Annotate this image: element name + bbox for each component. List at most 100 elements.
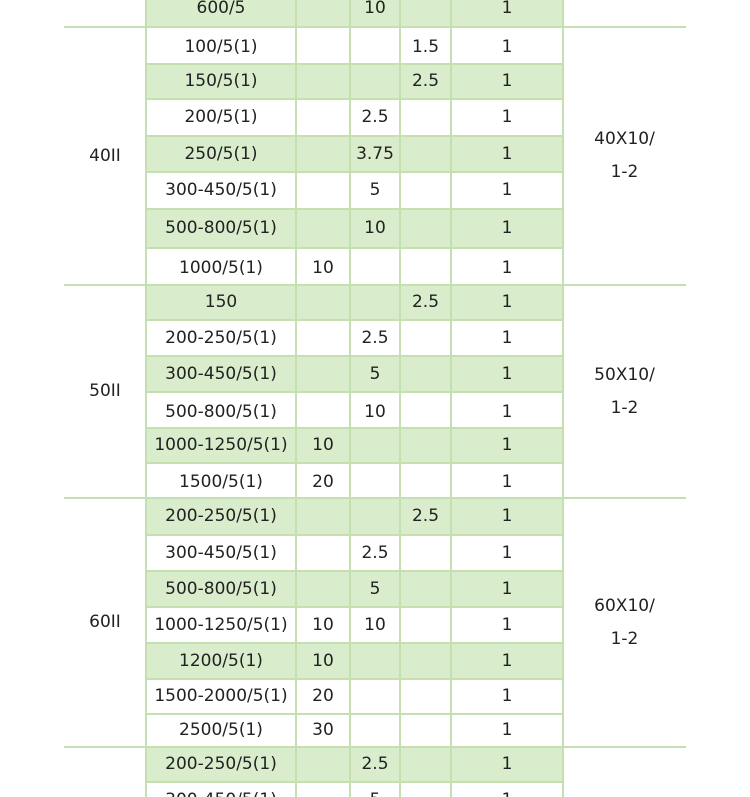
value-cell-c5: 1 [501, 0, 513, 18]
value-cell-c3: 5 [350, 782, 400, 797]
row-divider [64, 497, 686, 499]
value-cell-c5: 1 [501, 578, 513, 599]
value-cell-c3: 3.75 [356, 143, 394, 164]
value-cell-c2 [296, 285, 350, 320]
value-cell-c4 [400, 747, 451, 782]
value-cell-c5: 1 [501, 292, 513, 312]
value-cell-c4 [400, 679, 451, 714]
value-cell-c3: 2.5 [361, 327, 389, 348]
value-cell-c3: 5 [369, 578, 381, 599]
value-cell-c2 [296, 209, 350, 248]
row-divider [146, 391, 563, 393]
value-cell-c5: 1 [501, 71, 513, 91]
row-divider [146, 98, 563, 100]
value-cell-c5: 1 [501, 472, 513, 492]
value-cell-c4 [400, 465, 451, 500]
ratio-cell: 250/5(1) [184, 143, 258, 164]
ratio-cell: 300-450/5(1) [165, 363, 277, 384]
row-divider [146, 247, 563, 249]
value-cell-c4 [400, 172, 451, 209]
row-divider [64, 746, 686, 748]
value-cell-c4 [400, 250, 451, 287]
value-cell-c2 [296, 747, 350, 782]
value-cell-c3: 2.5 [361, 754, 389, 774]
value-cell-c5: 1 [451, 782, 563, 797]
value-cell-c5: 1 [501, 327, 513, 348]
row-divider [146, 678, 563, 680]
value-cell-c2 [296, 29, 350, 66]
value-cell-c5: 1 [501, 218, 513, 238]
value-cell-c4 [400, 0, 451, 27]
row-shade [146, 0, 563, 27]
column-divider [145, 0, 147, 797]
value-cell-c4 [400, 356, 451, 392]
row-divider [64, 284, 686, 286]
row-shade [146, 136, 563, 172]
value-cell-c4: 1.5 [411, 37, 440, 57]
value-cell-c3: 10 [364, 614, 386, 635]
busbar-spec-label: 50X10/ 1-2 [594, 364, 655, 418]
value-cell-c4 [400, 571, 451, 607]
value-cell-c5: 1 [501, 506, 513, 526]
value-cell-c5: 1 [501, 542, 513, 563]
value-cell-c5: 1 [501, 363, 513, 384]
value-cell-c5: 1 [501, 107, 513, 127]
value-cell-c3: 10 [364, 401, 386, 422]
column-divider [399, 0, 401, 797]
ratio-cell: 2500/5(1) [179, 720, 263, 740]
ratio-cell: 300-450/5(1) [165, 542, 277, 563]
ratio-cell: 200/5(1) [184, 107, 258, 127]
value-cell-c2: 20 [312, 472, 334, 492]
value-cell-c4 [400, 535, 451, 571]
value-cell-c4: 2.5 [411, 71, 440, 91]
ratio-cell: 1500-2000/5(1) [154, 686, 288, 706]
value-cell-c3 [350, 64, 400, 99]
row-divider [146, 713, 563, 715]
row-shade [146, 209, 563, 248]
value-cell-c2 [296, 571, 350, 607]
ratio-cell: 600/5 [196, 0, 246, 18]
value-cell-c5: 1 [501, 258, 513, 278]
ratio-cell: 500-800/5(1) [165, 218, 277, 238]
value-cell-c4 [400, 394, 451, 430]
value-cell-c4 [400, 607, 451, 643]
value-cell-c2 [296, 0, 350, 27]
value-cell-c2 [296, 99, 350, 136]
column-divider [349, 0, 351, 797]
model-label: 60II [89, 612, 121, 632]
ratio-cell: 500-800/5(1) [165, 578, 277, 599]
row-shade [146, 498, 563, 535]
value-cell-c3: 10 [364, 218, 386, 238]
value-cell-c4 [400, 428, 451, 463]
value-cell-c4 [400, 136, 451, 172]
ratio-cell: 150 [204, 292, 238, 312]
value-cell-c2: 10 [312, 614, 334, 635]
ratio-cell: 200-250/5(1) [165, 754, 277, 774]
row-shade [146, 643, 563, 679]
value-cell-c2 [296, 172, 350, 209]
row-divider [146, 135, 563, 137]
ratio-cell: 1000-1250/5(1) [154, 435, 288, 455]
row-divider [146, 606, 563, 608]
row-divider [146, 63, 563, 65]
value-cell-c2: 10 [312, 258, 334, 278]
value-cell-c3 [350, 714, 400, 747]
value-cell-c2: 10 [312, 435, 334, 455]
value-cell-c2 [296, 782, 350, 797]
ratio-cell: 1000-1250/5(1) [154, 614, 288, 635]
row-divider [146, 208, 563, 210]
value-cell-c2 [296, 64, 350, 99]
value-cell-c5: 1 [501, 720, 513, 740]
value-cell-c2 [296, 320, 350, 356]
ratio-cell: 500-800/5(1) [165, 401, 277, 422]
value-cell-c4: 2.5 [411, 292, 440, 312]
value-cell-c2 [296, 394, 350, 430]
row-divider [146, 534, 563, 536]
value-cell-c2 [296, 535, 350, 571]
ratio-cell: 1000/5(1) [179, 258, 263, 278]
value-cell-c2: 10 [312, 650, 334, 671]
busbar-spec-label: 40X10/ 1-2 [594, 129, 655, 182]
value-cell-c5: 1 [501, 614, 513, 635]
value-cell-c3 [350, 250, 400, 287]
